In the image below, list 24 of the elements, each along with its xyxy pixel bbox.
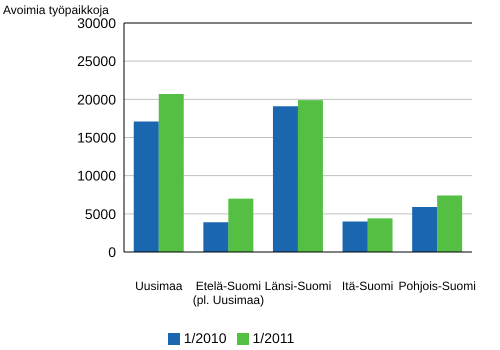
bar — [437, 196, 462, 252]
bar — [412, 206, 438, 252]
x-tick-label: Länsi-Suomi — [264, 279, 332, 293]
bar — [158, 94, 184, 252]
y-tick-label: 20000 — [77, 91, 116, 108]
x-tick-label: Uusimaa — [135, 279, 183, 293]
x-tick-label: Itä-Suomi — [342, 279, 394, 293]
bar — [342, 221, 368, 252]
x-tick-label: Pohjois-Suomi — [398, 279, 476, 293]
y-tick-label: 5000 — [84, 206, 116, 222]
y-tick-label: 15000 — [77, 129, 116, 146]
bar — [368, 218, 393, 252]
legend-label: 1/2011 — [252, 330, 294, 346]
y-tick-label: 25000 — [77, 53, 116, 70]
bar — [298, 100, 323, 252]
legend-label: 1/2010 — [184, 330, 227, 346]
bar — [134, 121, 159, 252]
y-axis-title: Avoimia työpaikkoja — [3, 3, 109, 17]
y-tick-label: 0 — [108, 244, 116, 260]
y-tick-label: 10000 — [77, 168, 116, 184]
bar — [228, 198, 254, 252]
x-tick-label: Etelä-Suomi (pl. Uusimaa) — [192, 279, 264, 307]
bar — [203, 222, 228, 252]
bar — [272, 106, 298, 252]
